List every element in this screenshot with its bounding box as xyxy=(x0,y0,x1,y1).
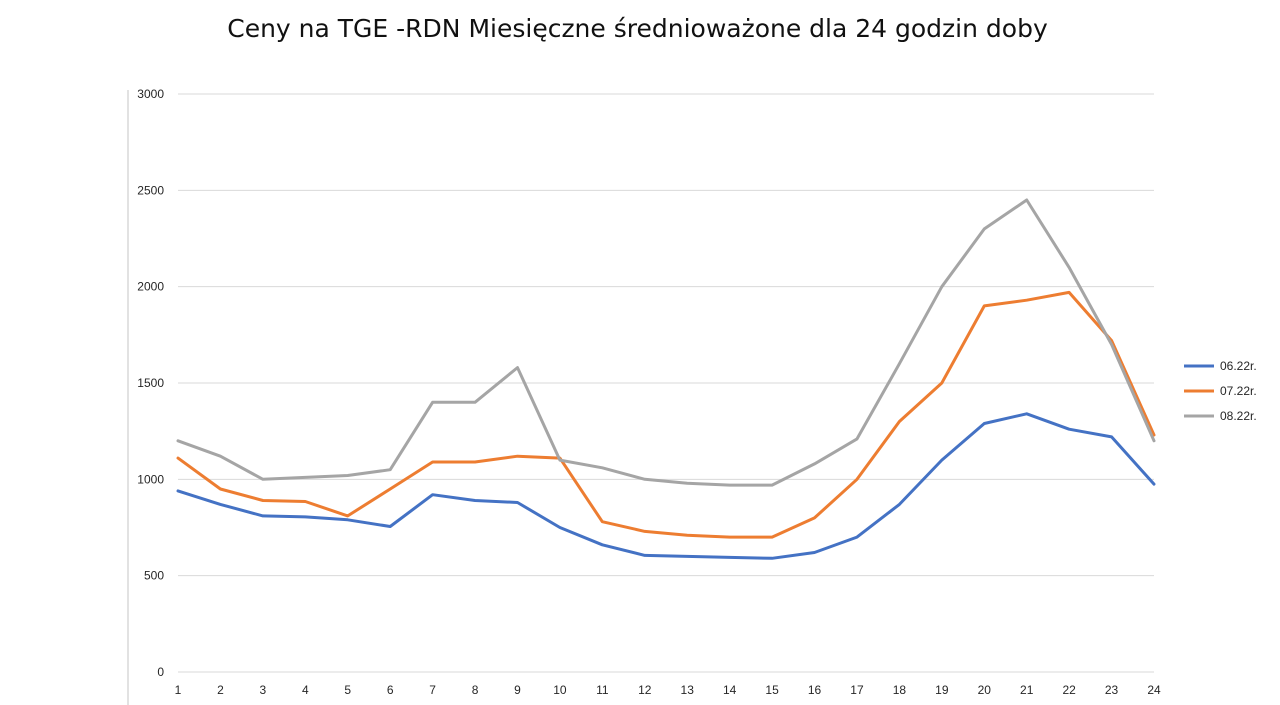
y-tick-label-2000: 2000 xyxy=(137,280,164,294)
series-lines xyxy=(176,198,1156,560)
x-tick-label-23: 23 xyxy=(1105,683,1119,697)
x-tick-label-19: 19 xyxy=(935,683,949,697)
x-tick-label-17: 17 xyxy=(850,683,864,697)
x-tick-label-11: 11 xyxy=(596,683,609,697)
x-tick-label-21: 21 xyxy=(1020,683,1034,697)
x-tick-label-16: 16 xyxy=(808,683,822,697)
x-tick-label-14: 14 xyxy=(723,683,737,697)
legend: 06.22r. 07.22r. 08.22r. xyxy=(1184,359,1257,423)
y-tick-label-2500: 2500 xyxy=(137,183,164,197)
y-tick-label-0: 0 xyxy=(157,665,164,679)
y-tick-label-1000: 1000 xyxy=(137,472,164,486)
x-tick-label-3: 3 xyxy=(260,683,267,697)
x-tick-label-6: 6 xyxy=(387,683,394,697)
x-tick-label-1: 1 xyxy=(175,683,182,697)
series-line-1 xyxy=(176,412,1156,560)
x-tick-label-8: 8 xyxy=(472,683,479,697)
chart-title: Ceny na TGE -RDN Miesięczne średnioważon… xyxy=(227,14,1048,43)
series-line-3 xyxy=(176,198,1156,487)
x-tick-label-9: 9 xyxy=(514,683,521,697)
x-tick-label-18: 18 xyxy=(893,683,907,697)
x-tick-label-10: 10 xyxy=(553,683,567,697)
y-tick-label-500: 500 xyxy=(144,569,164,583)
x-tick-label-15: 15 xyxy=(765,683,779,697)
x-tick-label-12: 12 xyxy=(638,683,652,697)
y-tick-label-3000: 3000 xyxy=(137,87,164,101)
x-tick-label-20: 20 xyxy=(978,683,992,697)
gridlines xyxy=(178,93,1154,673)
x-tick-label-13: 13 xyxy=(681,683,695,697)
legend-label-1: 06.22r. xyxy=(1220,359,1257,373)
x-tick-label-22: 22 xyxy=(1062,683,1076,697)
x-tick-label-7: 7 xyxy=(429,683,436,697)
legend-label-2: 07.22r. xyxy=(1220,384,1257,398)
x-tick-label-5: 5 xyxy=(344,683,351,697)
series-line-2 xyxy=(176,290,1156,539)
x-tick-label-4: 4 xyxy=(302,683,309,697)
x-tick-label-24: 24 xyxy=(1147,683,1161,697)
x-tick-label-2: 2 xyxy=(217,683,224,697)
legend-label-3: 08.22r. xyxy=(1220,409,1257,423)
y-tick-label-1500: 1500 xyxy=(137,376,164,390)
